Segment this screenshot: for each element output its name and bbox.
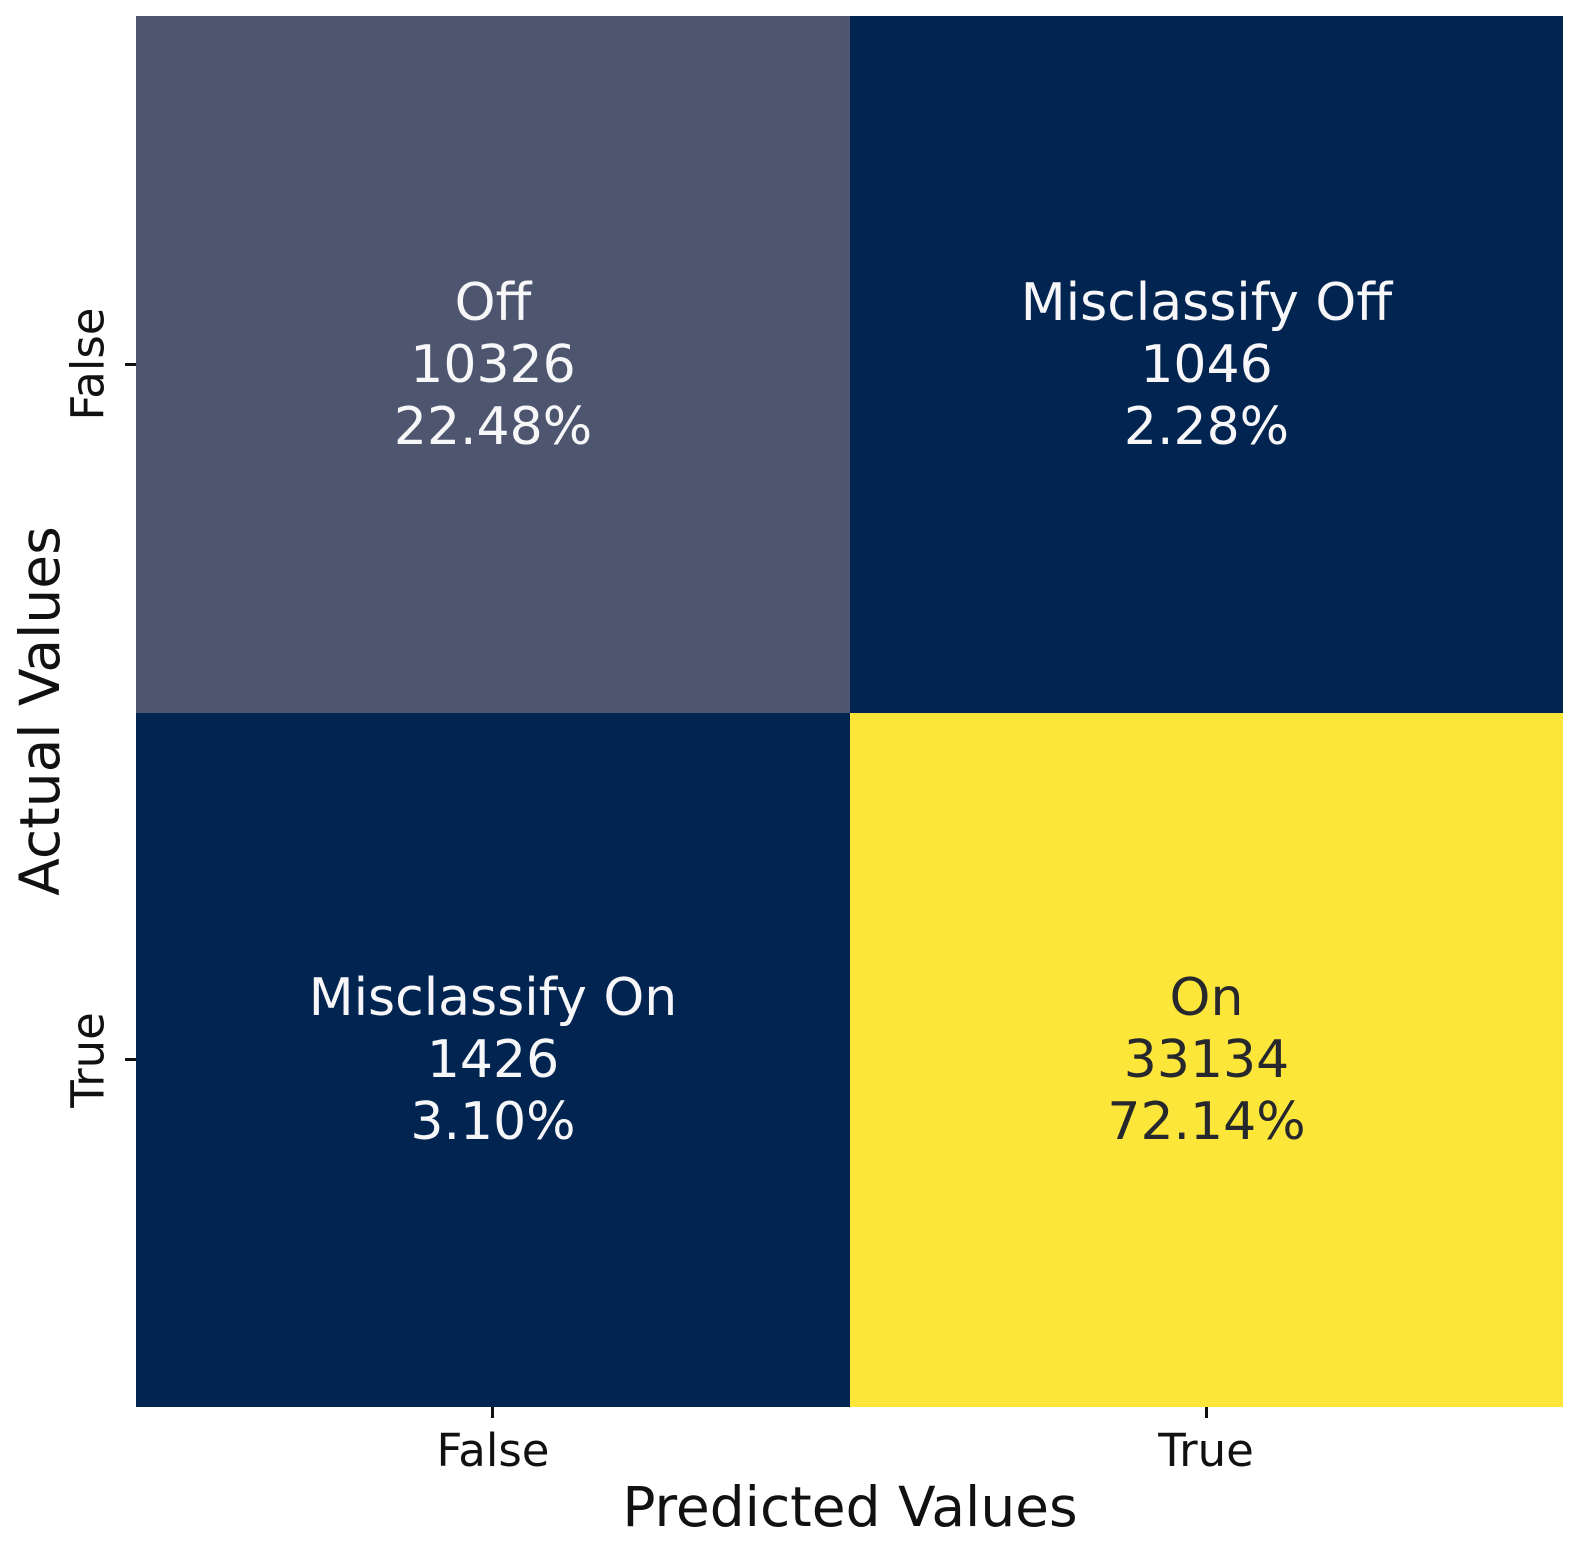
x-tick-mark-true xyxy=(1205,1407,1208,1418)
cell-label: Off xyxy=(454,272,532,333)
y-tick-mark-false xyxy=(125,363,136,366)
cell-label: Misclassify On xyxy=(308,968,678,1028)
cell-percent: 3.10% xyxy=(410,1092,576,1152)
cell-percent: 22.48% xyxy=(393,396,593,457)
cell-count: 1426 xyxy=(426,1030,560,1090)
cell-count: 10326 xyxy=(410,334,576,395)
cell-percent: 2.28% xyxy=(1123,396,1290,457)
confusion-matrix: Off 10326 22.48% Misclassify Off 1046 2.… xyxy=(136,16,1563,1407)
x-tick-label-false: False xyxy=(436,1424,550,1477)
cell-count: 1046 xyxy=(1140,334,1273,395)
x-axis-label: Predicted Values xyxy=(622,1475,1078,1539)
cell-label: Misclassify Off xyxy=(1020,272,1393,333)
matrix-cell-misclassify-off: Misclassify Off 1046 2.28% xyxy=(850,16,1563,713)
cell-percent: 72.14% xyxy=(1107,1092,1306,1152)
x-tick-mark-false xyxy=(491,1407,494,1418)
matrix-cell-misclassify-on: Misclassify On 1426 3.10% xyxy=(136,713,850,1407)
matrix-cell-on: On 33134 72.14% xyxy=(850,713,1563,1407)
y-axis-label: Actual Values xyxy=(8,526,72,896)
matrix-cell-off: Off 10326 22.48% xyxy=(136,16,850,713)
y-tick-label-true: True xyxy=(61,1012,115,1108)
y-tick-mark-true xyxy=(125,1058,136,1061)
cell-label: On xyxy=(1169,968,1244,1028)
cell-count: 33134 xyxy=(1123,1030,1290,1090)
y-tick-label-false: False xyxy=(61,307,115,421)
x-tick-label-true: True xyxy=(1158,1424,1254,1477)
